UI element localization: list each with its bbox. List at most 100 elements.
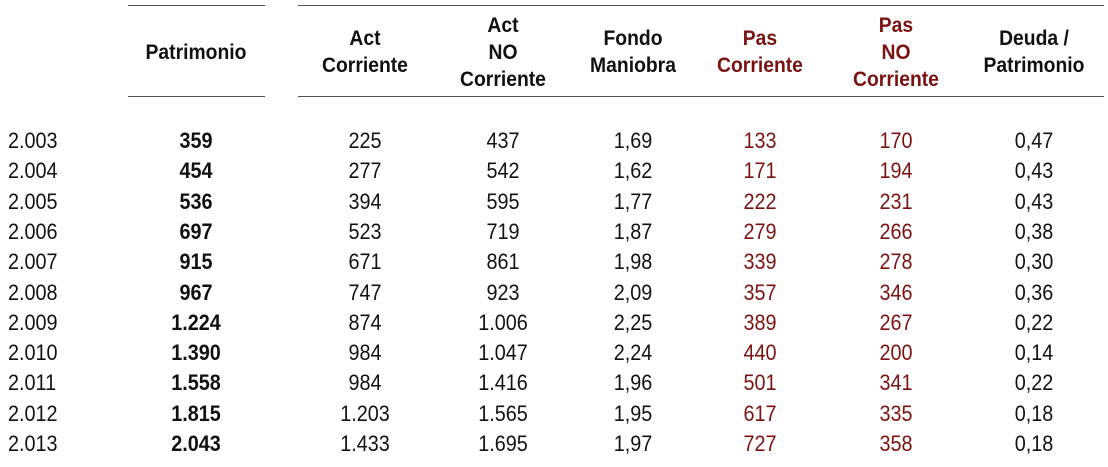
cell-act-no-corriente: 1.695 [478, 431, 528, 456]
cell-year: 2.012 [8, 400, 58, 426]
cell-deuda-patrimonio: 0,22 [1014, 309, 1054, 335]
cell-act-corriente: 747 [348, 279, 382, 305]
cell-fondo-maniobra: 1,87 [613, 218, 653, 244]
cell-pas-no-corriente: 358 [879, 431, 913, 456]
cell-act-corriente: 394 [348, 188, 382, 214]
cell-patrimonio: 1.390 [171, 340, 221, 366]
cell-year: 2.003 [8, 128, 58, 153]
cell-act-no-corriente: 1.565 [478, 400, 528, 426]
cell-deuda-patrimonio: 0,18 [1014, 400, 1054, 426]
cell-fondo-maniobra: 1,69 [613, 128, 653, 153]
table-row: 2.013 2.043 1.433 1.695 1,97 727 358 0,18 [0, 429, 1108, 459]
cell-pas-no-corriente: 278 [879, 249, 913, 275]
cell-deuda-patrimonio: 0,43 [1014, 188, 1054, 214]
cell-deuda-patrimonio: 0,18 [1014, 431, 1054, 456]
cell-fondo-maniobra: 1,62 [613, 158, 653, 184]
cell-deuda-patrimonio: 0,38 [1014, 218, 1054, 244]
cell-pas-corriente: 357 [743, 279, 777, 305]
cell-patrimonio: 1.224 [171, 309, 221, 335]
table-row: 2.012 1.815 1.203 1.565 1,95 617 335 0,18 [0, 399, 1108, 429]
header-pas-no-corriente: Pas NO Corriente [853, 13, 939, 91]
table-row: 2.007 915 671 861 1,98 339 278 0,30 [0, 247, 1108, 277]
cell-pas-no-corriente: 194 [879, 158, 913, 184]
cell-year: 2.008 [8, 279, 58, 305]
header-pas-corriente: Pas Corriente [717, 27, 803, 77]
table-row: 2.006 697 523 719 1,87 279 266 0,38 [0, 217, 1108, 247]
cell-act-corriente: 671 [348, 249, 382, 275]
cell-pas-no-corriente: 267 [879, 309, 913, 335]
table-row: 2.011 1.558 984 1.416 1,96 501 341 0,22 [0, 368, 1108, 398]
cell-act-no-corriente: 437 [486, 128, 520, 153]
cell-act-no-corriente: 595 [486, 188, 520, 214]
header-act-corriente: Act Corriente [322, 27, 408, 77]
table-row: 2.005 536 394 595 1,77 222 231 0,43 [0, 187, 1108, 217]
cell-deuda-patrimonio: 0,30 [1014, 249, 1054, 275]
table-row: 2.010 1.390 984 1.047 2,24 440 200 0,14 [0, 338, 1108, 368]
cell-pas-corriente: 389 [743, 309, 777, 335]
cell-deuda-patrimonio: 0,43 [1014, 158, 1054, 184]
cell-act-corriente: 225 [348, 128, 382, 153]
cell-patrimonio: 359 [179, 128, 213, 153]
cell-year: 2.006 [8, 218, 58, 244]
cell-pas-no-corriente: 170 [879, 128, 913, 153]
header-bottom-rule-right [298, 96, 1104, 97]
cell-fondo-maniobra: 1,96 [613, 370, 653, 396]
cell-deuda-patrimonio: 0,22 [1014, 370, 1054, 396]
cell-year: 2.013 [8, 431, 58, 456]
cell-act-corriente: 277 [348, 158, 382, 184]
cell-year: 2.004 [8, 158, 58, 184]
cell-pas-corriente: 339 [743, 249, 777, 275]
cell-year: 2.007 [8, 249, 58, 275]
cell-patrimonio: 697 [179, 218, 213, 244]
cell-patrimonio: 2.043 [171, 431, 221, 456]
table-row: 2.008 967 747 923 2,09 357 346 0,36 [0, 278, 1108, 308]
cell-patrimonio: 915 [179, 249, 213, 275]
header-fondo-maniobra: Fondo Maniobra [590, 27, 676, 77]
cell-act-corriente: 1.433 [340, 431, 390, 456]
cell-act-corriente: 984 [348, 370, 382, 396]
cell-act-no-corriente: 542 [486, 158, 520, 184]
cell-pas-no-corriente: 266 [879, 218, 913, 244]
cell-act-corriente: 984 [348, 340, 382, 366]
cell-year: 2.011 [8, 370, 57, 396]
header-top-rule-right [298, 5, 1104, 6]
cell-fondo-maniobra: 1,97 [613, 431, 653, 456]
cell-act-no-corriente: 1.006 [478, 309, 528, 335]
cell-fondo-maniobra: 1,77 [613, 188, 653, 214]
cell-pas-no-corriente: 341 [879, 370, 913, 396]
cell-pas-corriente: 171 [743, 158, 777, 184]
cell-act-no-corriente: 861 [486, 249, 520, 275]
header-bottom-rule-left [128, 96, 265, 97]
header-act-no-corriente: Act NO Corriente [460, 13, 546, 91]
cell-pas-corriente: 222 [743, 188, 777, 214]
cell-pas-no-corriente: 200 [879, 340, 913, 366]
cell-patrimonio: 536 [179, 188, 213, 214]
cell-fondo-maniobra: 2,25 [613, 309, 653, 335]
cell-fondo-maniobra: 1,98 [613, 249, 653, 275]
cell-year: 2.005 [8, 188, 58, 214]
cell-pas-corriente: 279 [743, 218, 777, 244]
header-top-rule-left [128, 5, 265, 6]
cell-act-no-corriente: 923 [486, 279, 520, 305]
cell-pas-corriente: 133 [743, 128, 777, 153]
cell-pas-no-corriente: 346 [879, 279, 913, 305]
cell-year: 2.009 [8, 309, 58, 335]
cell-pas-corriente: 727 [743, 431, 777, 456]
header-patrimonio: Patrimonio [145, 40, 247, 64]
cell-pas-no-corriente: 231 [879, 188, 913, 214]
cell-patrimonio: 454 [179, 158, 213, 184]
cell-act-corriente: 1.203 [340, 400, 390, 426]
cell-pas-no-corriente: 335 [879, 400, 913, 426]
table-row: 2.009 1.224 874 1.006 2,25 389 267 0,22 [0, 308, 1108, 338]
cell-deuda-patrimonio: 0,36 [1014, 279, 1054, 305]
cell-act-no-corriente: 1.047 [478, 340, 528, 366]
table-row: 2.003 359 225 437 1,69 133 170 0,47 [0, 126, 1108, 156]
cell-fondo-maniobra: 2,09 [613, 279, 653, 305]
cell-fondo-maniobra: 2,24 [613, 340, 653, 366]
cell-year: 2.010 [8, 340, 58, 366]
cell-pas-corriente: 617 [743, 400, 777, 426]
cell-pas-corriente: 440 [743, 340, 777, 366]
table-row: 2.004 454 277 542 1,62 171 194 0,43 [0, 156, 1108, 186]
cell-patrimonio: 967 [179, 279, 213, 305]
header-deuda-patrimonio: Deuda / Patrimonio [983, 27, 1085, 77]
